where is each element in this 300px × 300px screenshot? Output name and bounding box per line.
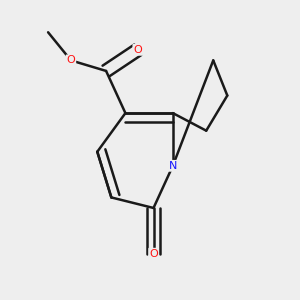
Text: O: O (133, 45, 142, 55)
Text: N: N (169, 161, 177, 171)
Text: O: O (149, 249, 158, 259)
Text: O: O (67, 56, 75, 65)
